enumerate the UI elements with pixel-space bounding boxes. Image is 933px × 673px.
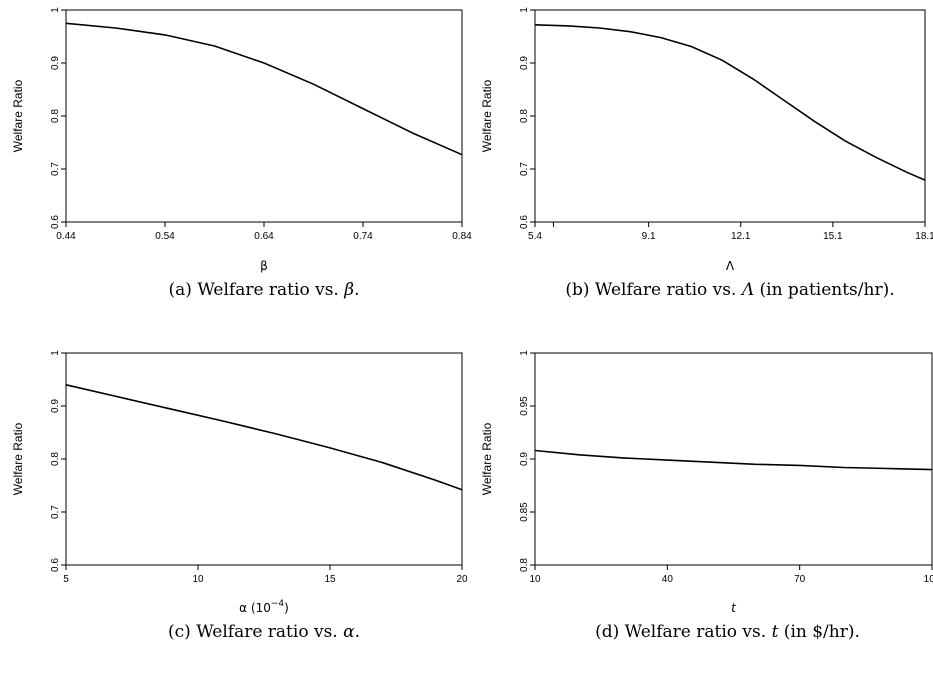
x-tick-label: 15	[324, 574, 336, 585]
y-tick-label: 0.6	[519, 215, 530, 229]
y-axis-label: Welfare Ratio	[11, 422, 25, 495]
y-tick-label: 0.95	[519, 396, 530, 416]
y-axis-label: Welfare Ratio	[11, 79, 25, 152]
series-line	[534, 449, 933, 471]
x-tick-label: 10	[192, 574, 204, 585]
x-axis-label: t	[731, 601, 737, 615]
y-tick-label: 0.9	[50, 399, 61, 413]
x-tick-label: 18.1	[915, 231, 933, 242]
x-tick-label: 10	[529, 574, 541, 585]
x-axis-label: α (10−4)	[239, 599, 289, 615]
x-tick-label: 15.1	[823, 231, 843, 242]
plot-frame	[65, 352, 463, 566]
x-tick-label: 5	[63, 574, 69, 585]
y-tick-label: 0.7	[50, 162, 61, 176]
y-tick-label: 0.7	[519, 162, 530, 176]
series-line	[65, 384, 463, 491]
x-tick-label: 0.54	[155, 231, 175, 242]
y-tick-label: 0.6	[50, 215, 61, 229]
x-tick-label: 40	[662, 574, 674, 585]
y-tick-label: 1	[519, 7, 530, 13]
x-tick-label: 5.4	[528, 231, 542, 242]
caption: (c) Welfare ratio vs. α.	[168, 622, 360, 642]
caption: (b) Welfare ratio vs. Λ (in patients/hr)…	[565, 280, 894, 300]
chart-panel-3: 5 10 15 20 0.6 0.7 0.8 0.9 1 Welfare Ratio α (10−4…	[11, 350, 468, 642]
x-tick-label: 0.74	[353, 231, 373, 242]
series-line	[65, 22, 463, 156]
chart-panel-2: 5.4 9.1 12.1 15.1 18.1 0.6 0.7 0.8 0.9 1 Welfare R…	[480, 7, 933, 300]
y-tick-label: 0.85	[519, 502, 530, 522]
x-tick-label: 9.1	[642, 231, 656, 242]
y-tick-label: 0.9	[519, 56, 530, 70]
series-line	[534, 24, 926, 181]
y-tick-label: 0.8	[50, 452, 61, 466]
y-axis-label: Welfare Ratio	[480, 422, 494, 495]
caption: (d) Welfare ratio vs. t (in $/hr).	[595, 622, 860, 642]
chart-panel-4: 10 40 70 100 0.8 0.85 0.9 0.95 1 Welfare Ratio t (d…	[480, 350, 933, 642]
plot-frame	[534, 9, 926, 223]
x-tick-label: 12.1	[731, 231, 751, 242]
y-tick-label: 0.9	[519, 452, 530, 466]
chart-panel-1: 0.44 0.54 0.64 0.74 0.84 0.6 0.7 0.8 0.9 1 Welfare…	[11, 7, 472, 300]
x-tick-label: 0.84	[452, 231, 472, 242]
y-tick-label: 1	[50, 7, 61, 13]
plot-frame	[534, 352, 933, 566]
y-tick-label: 0.7	[50, 505, 61, 519]
y-tick-label: 0.8	[519, 109, 530, 123]
x-axis-label: β	[260, 259, 268, 273]
y-tick-label: 0.8	[519, 558, 530, 572]
plot-frame	[65, 9, 463, 223]
x-tick-label: 100	[924, 574, 933, 585]
y-tick-label: 0.6	[50, 558, 61, 572]
x-tick-label: 20	[456, 574, 468, 585]
y-tick-label: 0.8	[50, 109, 61, 123]
y-tick-label: 1	[519, 350, 530, 356]
y-axis-label: Welfare Ratio	[480, 79, 494, 152]
y-tick-label: 0.9	[50, 56, 61, 70]
x-axis-label: Λ	[726, 259, 735, 273]
y-tick-label: 1	[50, 350, 61, 356]
x-tick-label: 0.64	[254, 231, 274, 242]
x-tick-label: 70	[794, 574, 806, 585]
caption: (a) Welfare ratio vs. β.	[169, 280, 360, 300]
x-tick-label: 0.44	[56, 231, 76, 242]
